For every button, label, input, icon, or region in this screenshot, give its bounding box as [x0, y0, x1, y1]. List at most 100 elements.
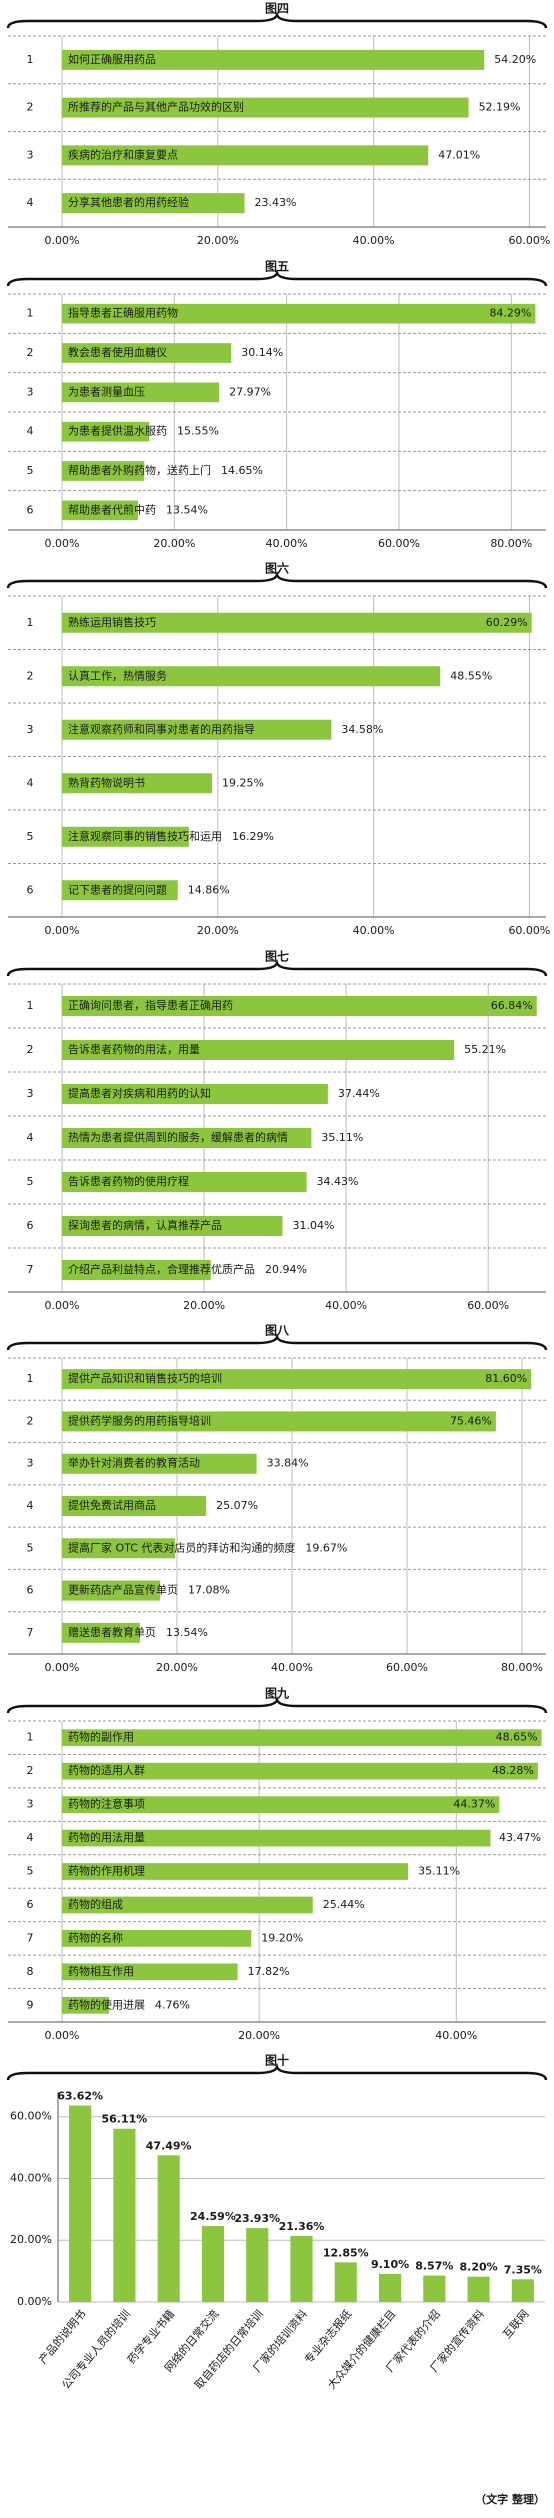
bar [62, 49, 485, 70]
row-number: 5 [27, 1175, 34, 1188]
x-tick-label: 60.00% [378, 537, 420, 550]
bar [290, 2236, 313, 2302]
value-label: 33.84% [267, 1457, 309, 1470]
row-number: 6 [27, 883, 34, 896]
bar-category-label: 为患者提供温水服药 [68, 424, 167, 438]
value-label: 9.10% [371, 2258, 409, 2271]
bar [378, 2273, 402, 2302]
row-number: 6 [27, 1584, 34, 1597]
bar [467, 2276, 490, 2302]
value-label: 75.46% [450, 1414, 492, 1427]
chart-title: 图六 [265, 561, 289, 576]
x-tick-label: 80.00% [501, 1661, 543, 1674]
x-tick-label: 60.00% [508, 924, 550, 937]
value-label: 8.20% [460, 2261, 498, 2274]
row-number: 7 [27, 1931, 34, 1944]
bar [62, 303, 536, 324]
bar [62, 1896, 313, 1914]
bar-category-label: 指导患者正确服用药物 [68, 306, 178, 320]
bar [62, 97, 469, 118]
bar-category-label: 熟背药物说明书 [68, 775, 145, 789]
bar [62, 612, 532, 633]
row-number: 2 [27, 1764, 34, 1777]
value-label: 19.25% [222, 776, 264, 789]
value-label: 34.43% [317, 1175, 359, 1188]
value-label: 52.19% [479, 101, 521, 114]
row-number: 4 [27, 776, 34, 789]
bar-category-label: 分享其他患者的用药经验 [68, 195, 189, 209]
bar-category-label: 药物的注意事项 [68, 1797, 145, 1811]
bar-category-label: 注意观察同事的销售技巧和运用 [68, 829, 222, 843]
value-label: 84.29% [489, 307, 531, 320]
chart-title: 图五 [265, 260, 289, 274]
bar [62, 1084, 328, 1104]
x-tick-label: 80.00% [490, 537, 532, 550]
bar [157, 2155, 180, 2302]
row-number: 5 [27, 1541, 34, 1554]
value-label: 34.58% [341, 723, 383, 736]
bar [246, 2228, 269, 2302]
bar [62, 1128, 312, 1148]
bar-category-label: 提供免费试用商品 [68, 1498, 156, 1512]
value-label: 44.37% [453, 1798, 495, 1811]
y-tick-label: 20.00% [10, 2233, 52, 2246]
bar [62, 193, 245, 214]
bar [62, 1216, 283, 1236]
value-label: 24.59% [190, 2210, 236, 2223]
value-label: 48.28% [492, 1764, 534, 1777]
x-tick-label: 20.00% [238, 2029, 280, 2042]
value-label: 47.49% [146, 2139, 192, 2152]
bar-category-label: 更新药店产品宣传单页 [68, 1583, 178, 1597]
bar [62, 996, 537, 1016]
bar [62, 1172, 307, 1192]
bar-category-label: 提高患者对疾病和用药的认知 [68, 1086, 211, 1100]
bar [201, 2226, 225, 2302]
value-label: 13.54% [166, 503, 208, 516]
bar [62, 826, 189, 847]
x-tick-label: 20.00% [197, 924, 239, 937]
bar-category-label: 热情为患者提供周到的服务，缓解患者的病情 [68, 1130, 288, 1144]
row-number: 6 [27, 503, 34, 516]
bar [334, 2262, 357, 2302]
x-tick-label: 40.00% [353, 924, 395, 937]
bar [62, 719, 332, 740]
value-label: 55.21% [464, 1043, 506, 1056]
bar [62, 773, 212, 794]
value-label: 47.01% [438, 148, 480, 161]
x-tick-label: 60.00% [467, 1299, 509, 1312]
value-label: 30.14% [241, 346, 283, 359]
brace [6, 959, 548, 977]
brace [6, 1696, 548, 1714]
chart-title: 图十 [265, 2053, 289, 2068]
bar-category-label: 熟练运用销售技巧 [68, 615, 156, 629]
value-label: 8.57% [415, 2260, 453, 2273]
value-label: 48.55% [450, 669, 492, 682]
x-tick-label: 60.00% [386, 1661, 428, 1674]
bar [113, 2128, 136, 2302]
bar [62, 1729, 542, 1747]
bar-category-label: 提供产品知识和销售技巧的培训 [68, 1371, 222, 1385]
value-label: 21.36% [279, 2220, 325, 2233]
bar-category-label: 认真工作，热情服务 [68, 668, 167, 682]
x-tick-label: 0.00% [45, 234, 80, 247]
row-number: 1 [27, 1731, 34, 1744]
bar-category-label: 药物的组成 [68, 1897, 123, 1911]
bar [511, 2279, 534, 2302]
bar-category-label: 药物相互作用 [68, 1964, 134, 1978]
bar-category-label: 药物的用法用量 [68, 1830, 145, 1844]
chart-title: 图七 [265, 950, 289, 964]
bar-category-label: 如何正确服用药品 [68, 52, 156, 66]
value-label: 23.43% [255, 196, 297, 209]
bar-category-label: 记下患者的提问问题 [68, 882, 167, 896]
bar [62, 1580, 161, 1601]
bar-category-label: 教会患者使用血糖仪 [68, 345, 167, 359]
bar-category-label: 介绍产品利益特点，合理推荐优质产品 [68, 1262, 255, 1276]
bar-category-label: 提高厂家 OTC 代表对店员的拜访和沟通的频度 [68, 1540, 295, 1554]
row-number: 5 [27, 830, 34, 843]
x-tick-label: 20.00% [156, 1661, 198, 1674]
row-number: 4 [27, 1831, 34, 1844]
x-tick-label: 40.00% [266, 537, 308, 550]
value-label: 54.20% [494, 53, 536, 66]
value-label: 13.54% [166, 1626, 208, 1639]
bar-category-label: 药物的名称 [68, 1930, 123, 1944]
